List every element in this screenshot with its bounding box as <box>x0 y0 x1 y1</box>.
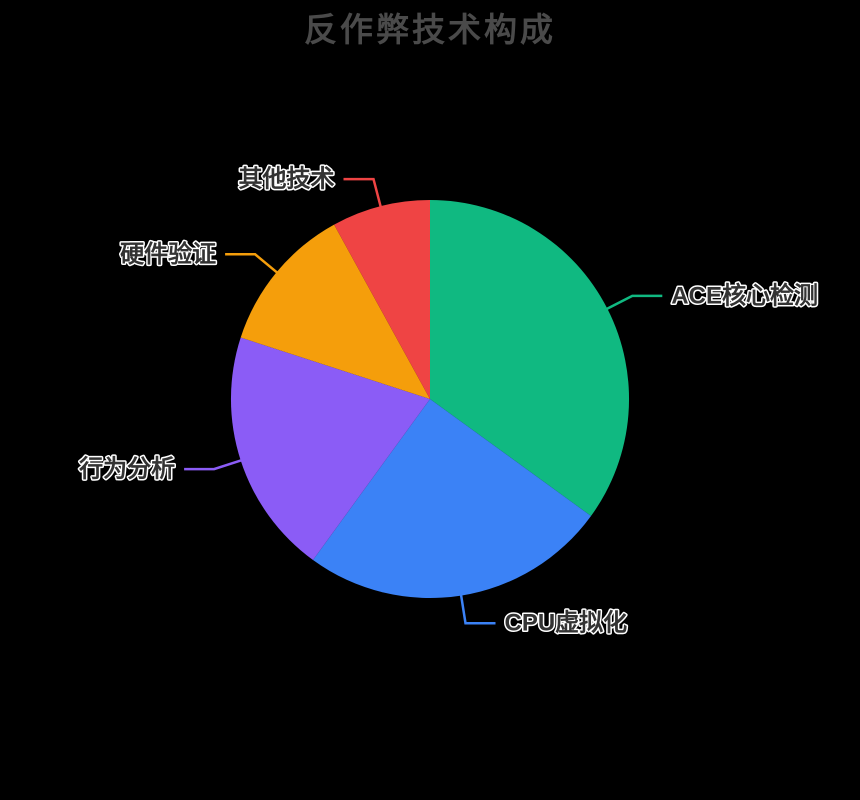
pie-slice-label: 行为分析 <box>78 455 175 483</box>
chart-title: 反作弊技术构成 <box>304 11 556 48</box>
pie-label-leader-line <box>225 253 279 274</box>
pie-slice[interactable] <box>334 200 430 399</box>
pie-slice[interactable] <box>230 337 430 561</box>
pie-label-leader-line <box>459 594 496 625</box>
pie-slice-label: CPU虚拟化 <box>505 609 628 637</box>
pie-label-leader-line <box>343 177 383 208</box>
pie-slice[interactable] <box>240 224 430 399</box>
pie-slice-label: 硬件验证 <box>120 240 216 268</box>
pie-slice-label: 其他技术 <box>239 166 335 193</box>
pie-slice[interactable] <box>430 200 630 516</box>
pie-label-leader-line <box>605 294 663 311</box>
pie-label-leader-line <box>184 459 243 471</box>
pie-slice[interactable] <box>313 399 591 599</box>
pie-slice-label: ACE核心检测 <box>671 281 818 309</box>
